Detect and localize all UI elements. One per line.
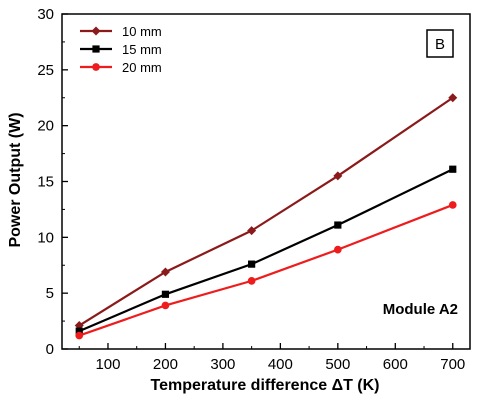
- ticks: 100 200 300 400 500 600 700 0 5 10 15 20 25 30: [37, 6, 465, 373]
- data-point: [161, 290, 170, 298]
- y-tick-label: 20: [37, 118, 54, 135]
- data-point: [247, 277, 256, 285]
- x-tick-label: 500: [325, 356, 350, 373]
- x-tick-label: 700: [440, 356, 465, 373]
- legend: 10 mm 15 mm 20 mm: [80, 24, 162, 75]
- x-tick-label: 400: [268, 356, 293, 373]
- series-10-mm: [74, 93, 458, 331]
- module-annotation: Module A2: [383, 301, 458, 318]
- data-point: [92, 45, 100, 53]
- panel-label: B: [435, 36, 445, 53]
- x-axis-title: Temperature difference ΔT (K): [150, 377, 379, 394]
- y-tick-label: 15: [37, 174, 54, 191]
- data-point: [334, 245, 342, 254]
- y-axis-title: Power Output (W): [7, 112, 24, 247]
- series-layer: [74, 93, 458, 340]
- series-line: [78, 96, 454, 327]
- legend-label: 10 mm: [122, 24, 162, 39]
- y-tick-label: 30: [37, 6, 54, 23]
- x-tick-label: 200: [153, 356, 178, 373]
- data-point: [334, 221, 342, 229]
- data-point: [91, 26, 101, 36]
- data-point: [92, 63, 100, 71]
- y-tick-label: 25: [37, 62, 54, 79]
- legend-item: 10 mm: [80, 24, 162, 39]
- data-point: [448, 201, 457, 209]
- series-15-mm: [75, 165, 457, 335]
- data-point: [449, 165, 457, 173]
- data-point: [247, 226, 257, 236]
- legend-item: 20 mm: [80, 60, 162, 75]
- y-tick-label: 10: [37, 229, 54, 246]
- data-point: [333, 171, 343, 181]
- data-point: [248, 260, 256, 268]
- x-tick-label: 300: [210, 356, 235, 373]
- y-tick-label: 5: [46, 285, 54, 302]
- data-point: [161, 301, 170, 310]
- data-point: [75, 327, 83, 335]
- legend-label: 20 mm: [122, 60, 162, 75]
- x-tick-label: 600: [383, 356, 408, 373]
- legend-label: 15 mm: [122, 42, 162, 57]
- y-tick-label: 0: [46, 341, 54, 358]
- data-point: [448, 93, 458, 103]
- series-20-mm: [75, 201, 457, 340]
- data-point: [75, 331, 84, 340]
- x-tick-label: 100: [95, 356, 120, 373]
- data-point: [160, 267, 170, 277]
- panel-label-box: [426, 29, 454, 58]
- legend-item: 15 mm: [80, 42, 162, 57]
